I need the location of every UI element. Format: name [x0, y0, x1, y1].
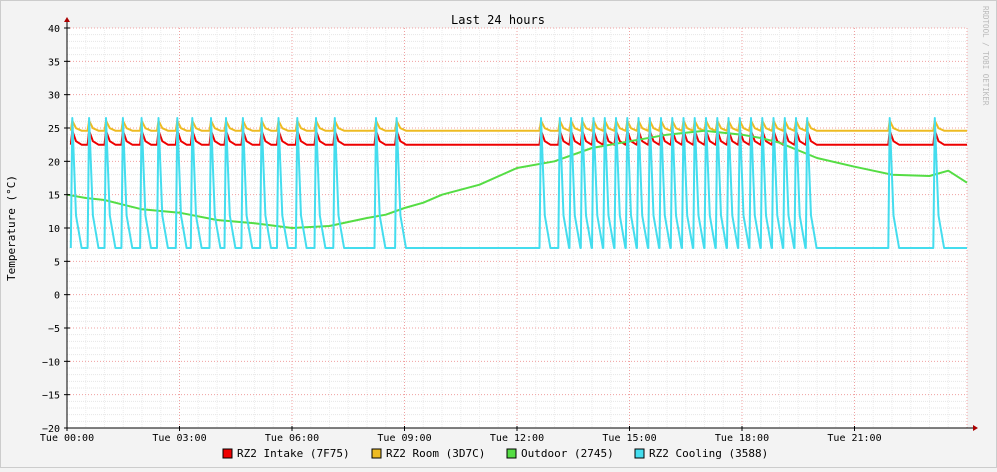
y-tick-label: −10 [42, 357, 60, 368]
legend-swatch [506, 448, 517, 459]
x-tick-label: Tue 12:00 [490, 433, 544, 444]
y-tick-label: 15 [48, 191, 60, 202]
legend-swatch [634, 448, 645, 459]
x-tick-label: Tue 09:00 [377, 433, 431, 444]
series-line-4 [69, 117, 967, 249]
y-tick-label: −5 [48, 324, 60, 335]
legend-item-1: RZ2 Intake (7F75) [222, 447, 350, 460]
x-tick-label: Tue 18:00 [715, 433, 769, 444]
legend-label: RZ2 Intake (7F75) [237, 447, 350, 460]
legend-label: Outdoor (2745) [521, 447, 614, 460]
series-line-3 [66, 129, 968, 229]
chart-title: Last 24 hours [451, 13, 545, 27]
legend-item-2: RZ2 Room (3D7C) [371, 447, 485, 460]
y-tick-label: 20 [48, 157, 60, 168]
y-tick-label: 35 [48, 57, 60, 68]
y-tick-label: −15 [42, 391, 60, 402]
y-tick-label: 40 [48, 24, 60, 35]
legend-label: RZ2 Room (3D7C) [386, 447, 485, 460]
y-axis-label: Temperature (°C) [5, 175, 18, 281]
legend-swatch [371, 448, 382, 459]
y-tick-label: 5 [54, 257, 60, 268]
legend-item-4: RZ2 Cooling (3588) [634, 447, 768, 460]
y-tick-label: 30 [48, 91, 60, 102]
x-tick-label: Tue 15:00 [602, 433, 656, 444]
series-lines [66, 117, 968, 249]
series-line-2 [69, 119, 967, 132]
grid [66, 27, 968, 429]
x-tick-label: Tue 06:00 [265, 433, 319, 444]
legend: RZ2 Intake (7F75) RZ2 Room (3D7C) Outdoor … [222, 447, 768, 460]
y-tick-label: 25 [48, 124, 60, 135]
x-tick-label: Tue 03:00 [152, 433, 206, 444]
y-tick-label: 10 [48, 224, 60, 235]
axes [64, 17, 978, 431]
rrdtool-watermark: RRDTOOL / TOBI OETIKER [981, 6, 990, 106]
legend-swatch [222, 448, 233, 459]
legend-item-3: Outdoor (2745) [506, 447, 614, 460]
legend-label: RZ2 Cooling (3588) [649, 447, 768, 460]
y-tick-label: 0 [54, 291, 60, 302]
x-axis-arrow [973, 425, 978, 431]
y-axis-arrow [64, 17, 70, 22]
y-tick-label: −20 [42, 424, 60, 435]
x-tick-label: Tue 21:00 [827, 433, 881, 444]
x-tick-label: Tue 00:00 [40, 433, 94, 444]
